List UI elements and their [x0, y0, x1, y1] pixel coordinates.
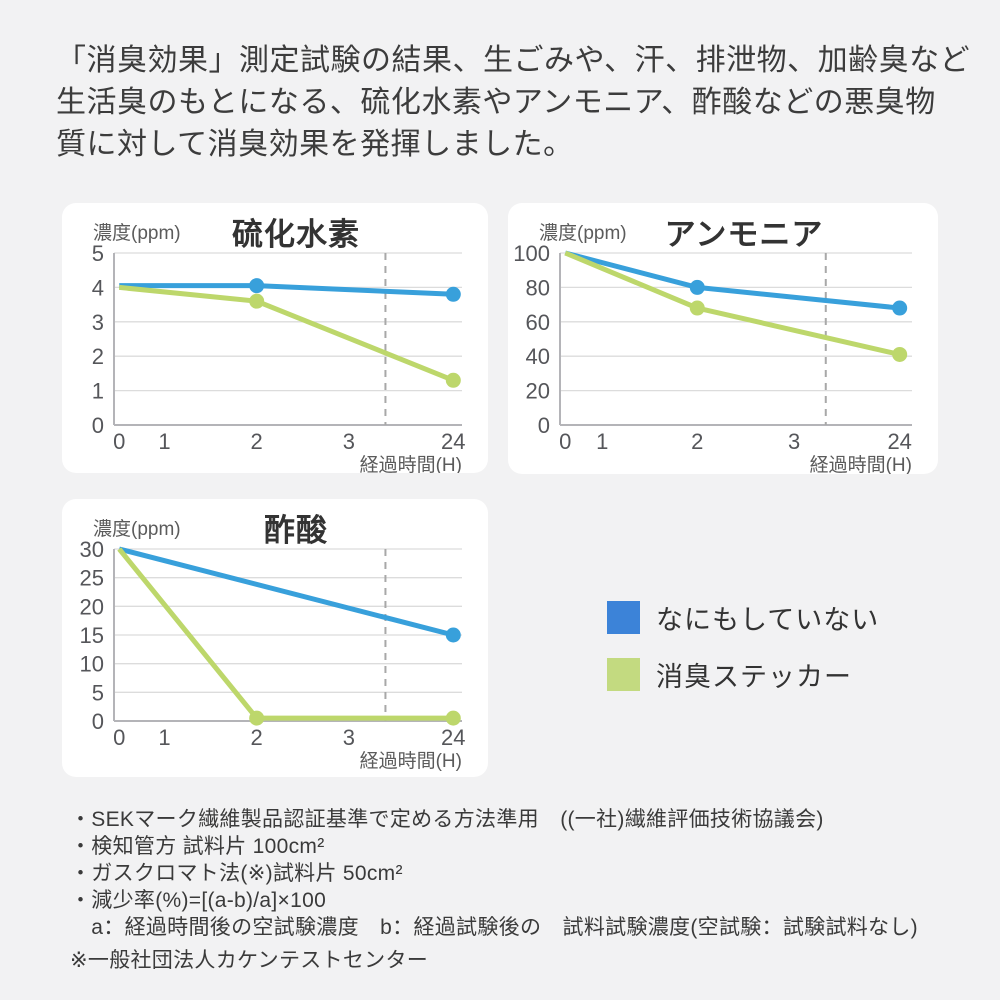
y-tick-label: 80 — [526, 275, 550, 300]
x-tick-label: 3 — [343, 725, 355, 750]
data-point-marker — [689, 279, 705, 295]
x-tick-label: 1 — [596, 429, 608, 454]
legend: なにもしていない 消臭ステッカー — [607, 598, 879, 712]
x-tick-label: 0 — [559, 429, 571, 454]
chart-card-hydrogen-sulfide: 5 4 3 2 1 0 0 1 2 3 24 濃度(ppm) 硫化水素 経過時間(H) — [62, 203, 488, 476]
blue-swatch-icon — [607, 601, 640, 634]
note-line: ・SEKマーク繊維製品認証基準で定める方法準用 ((一社)繊維評価技術協議会) — [70, 808, 824, 831]
y-tick-label: 10 — [80, 652, 104, 677]
y-axis-unit-label: 濃度(ppm) — [93, 518, 181, 540]
note-line: ・検知管方 試料片 100cm² — [70, 835, 325, 858]
data-point-marker — [445, 710, 461, 726]
note-line: ・ガスクロマト法(※)試料片 50cm² — [70, 862, 403, 885]
data-point-marker — [249, 278, 265, 294]
x-tick-label: 0 — [113, 725, 125, 750]
data-point-marker — [892, 300, 908, 316]
x-axis-label: 経過時間(H) — [360, 454, 462, 473]
test-method-notes: ・SEKマーク繊維製品認証基準で定める方法準用 ((一社)繊維評価技術協議会) … — [70, 806, 918, 974]
series-line-消臭ステッカー — [118, 284, 455, 383]
chart-title: アンモニア — [665, 217, 824, 252]
x-tick-label: 24 — [441, 725, 465, 750]
series-line-なにもしていない — [118, 546, 454, 638]
x-tick-label: 24 — [441, 429, 465, 454]
x-tick-label: 0 — [113, 429, 125, 454]
y-tick-label: 1 — [92, 379, 104, 404]
y-tick-label: 30 — [80, 537, 104, 562]
legend-label-sticker: 消臭ステッカー — [656, 662, 852, 692]
test-center-note: ※一般社団法人カケンテストセンター — [70, 949, 429, 972]
chart-card-ammonia: 100 80 60 40 20 0 0 1 2 3 24 濃度(ppm) アンモニア 経過時間(H) — [508, 203, 938, 476]
data-point-marker — [892, 346, 908, 362]
x-tick-label: 2 — [691, 429, 703, 454]
y-tick-label: 20 — [526, 379, 550, 404]
x-tick-label: 3 — [343, 429, 355, 454]
legend-item-untreated: なにもしていない — [607, 598, 879, 637]
x-tick-label: 24 — [887, 429, 911, 454]
x-axis-label: 経過時間(H) — [810, 454, 912, 474]
y-tick-label: 5 — [92, 680, 104, 705]
data-point-marker — [445, 372, 461, 388]
chart-title: 酢酸 — [264, 513, 328, 548]
y-tick-label: 5 — [92, 241, 104, 266]
chart-card-acetic-acid: 30 25 20 15 10 5 0 0 1 2 3 24 濃度(ppm) 酢酸 経過時間(H) — [62, 499, 488, 777]
data-point-marker — [249, 710, 265, 726]
x-tick-label: 1 — [158, 725, 170, 750]
x-axis-label: 経過時間(H) — [360, 750, 462, 772]
y-tick-label: 60 — [526, 310, 550, 335]
y-tick-label: 20 — [80, 594, 104, 619]
green-swatch-icon — [607, 658, 640, 691]
legend-label-untreated: なにもしていない — [656, 605, 880, 635]
data-point-marker — [249, 293, 265, 309]
y-tick-label: 25 — [80, 566, 104, 591]
y-tick-label: 15 — [80, 623, 104, 648]
acetic-acid-chart: 30 25 20 15 10 5 0 0 1 2 3 24 濃度(ppm) 酢酸 経過時間(H) — [62, 499, 488, 777]
x-tick-label: 3 — [788, 429, 800, 454]
y-tick-label: 0 — [92, 709, 104, 734]
legend-item-sticker: 消臭ステッカー — [607, 655, 879, 694]
x-tick-label: 1 — [158, 429, 170, 454]
ammonia-chart: 100 80 60 40 20 0 0 1 2 3 24 濃度(ppm) アンモニア 経過時間(H) — [508, 203, 938, 476]
y-tick-label: 4 — [92, 275, 104, 300]
note-line: ・減少率(%)=[(a-b)/a]×100 — [70, 889, 327, 912]
data-point-marker — [445, 627, 461, 643]
y-tick-label: 40 — [526, 344, 550, 369]
x-tick-label: 2 — [251, 429, 263, 454]
y-tick-label: 0 — [92, 413, 104, 438]
intro-text: 「消臭効果」測定試験の結果、生ごみや、汗、排泄物、加齢臭など 生活臭のもとになる… — [56, 44, 971, 161]
series-line-なにもしていない — [564, 250, 900, 311]
hydrogen-sulfide-chart: 5 4 3 2 1 0 0 1 2 3 24 濃度(ppm) 硫化水素 経過時間(H) — [62, 203, 488, 476]
y-axis-unit-label: 濃度(ppm) — [93, 222, 181, 244]
y-tick-label: 3 — [92, 310, 104, 335]
data-point-marker — [689, 300, 705, 316]
y-tick-label: 100 — [513, 241, 550, 266]
x-tick-label: 2 — [251, 725, 263, 750]
y-tick-label: 0 — [538, 413, 550, 438]
data-point-marker — [445, 286, 461, 302]
y-axis-unit-label: 濃度(ppm) — [539, 222, 627, 244]
note-line: a：経過時間後の空試験濃度 b：経過試験後の 試料試験濃度(空試験：試験試料なし… — [70, 916, 918, 939]
chart-title: 硫化水素 — [232, 217, 360, 252]
y-tick-label: 2 — [92, 344, 104, 369]
